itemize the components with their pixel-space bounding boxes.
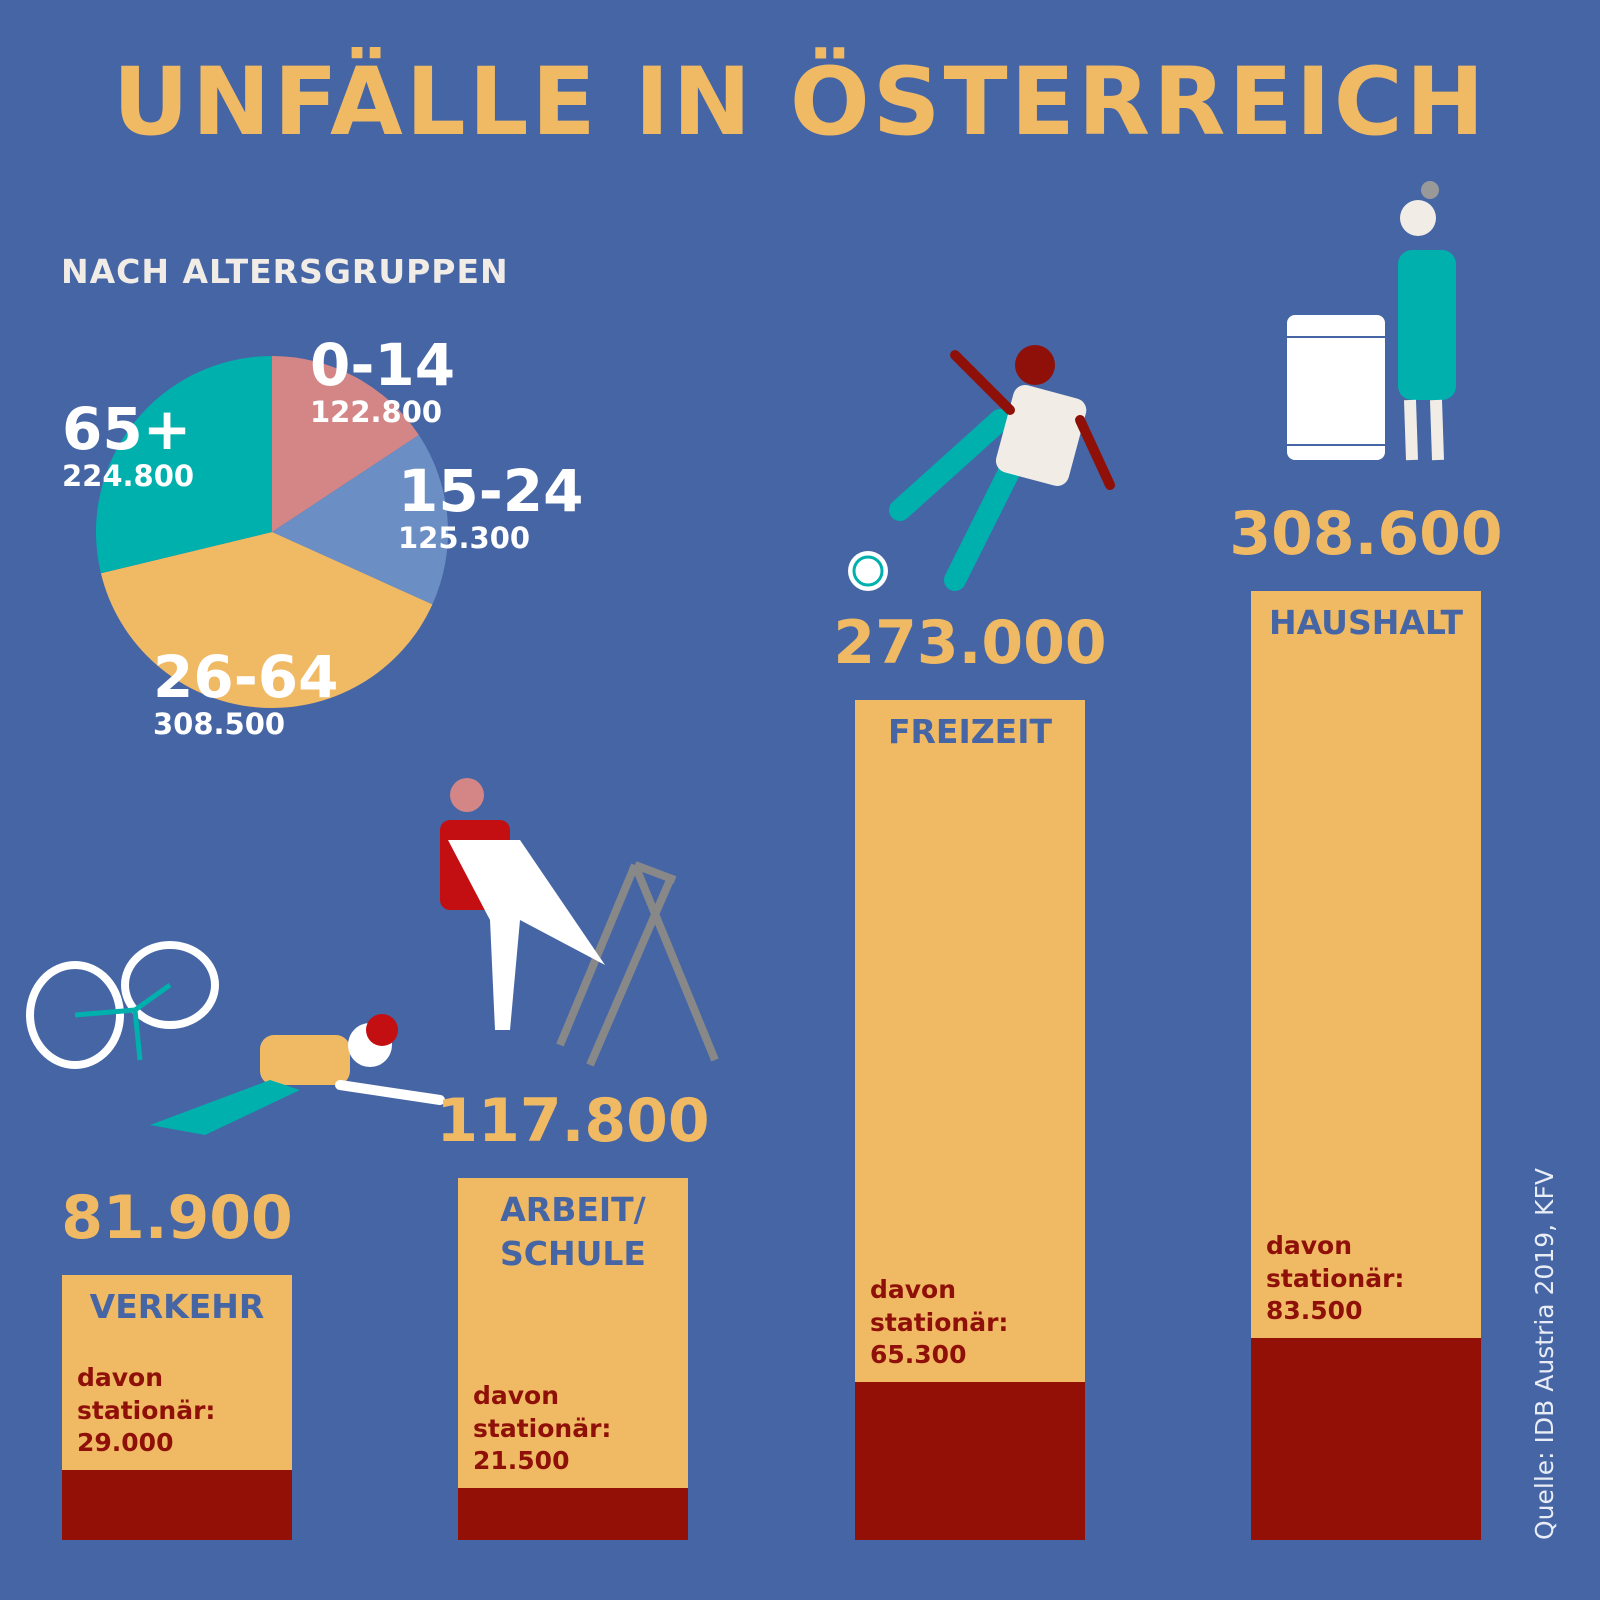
inpatient-note: davon stationär: 65.300 <box>870 1274 1085 1372</box>
slice-value: 125.300 <box>398 521 531 555</box>
inpatient-bar-segment <box>1251 1337 1481 1540</box>
inpatient-bar-segment <box>458 1487 688 1540</box>
bar-value-label: 308.600 <box>1229 499 1503 569</box>
bar-value-label: 273.000 <box>833 608 1107 679</box>
slice-label: 0-14 <box>310 331 456 399</box>
pie-slice-26-64 <box>100 532 433 708</box>
pie-slice-15-24 <box>272 435 448 605</box>
pie-label-26-64: 26-64 308.500 <box>153 648 339 739</box>
bar-category-label: VERKEHR <box>89 1287 265 1326</box>
inpatient-note: davon stationär: 83.500 <box>1266 1230 1481 1328</box>
inpatient-label: davon stationär: <box>1266 1231 1405 1293</box>
cyclist-illustration <box>150 1014 445 1135</box>
inpatient-bar-segment <box>62 1469 292 1540</box>
falling-person-illustration <box>889 345 1115 591</box>
stove-illustration <box>1287 181 1456 461</box>
pie-label-0-14: 0-14 122.800 <box>310 336 455 427</box>
painter-illustration <box>440 778 605 1030</box>
slice-label: 15-24 <box>398 457 584 525</box>
bar-value-label: 117.800 <box>436 1085 710 1156</box>
pie-label-15-24: 15-24 125.300 <box>398 462 584 553</box>
pie-title: NACH ALTERSGRUPPEN <box>61 252 509 291</box>
slice-label: 26-64 <box>153 643 339 711</box>
inpatient-value: 65.300 <box>870 1340 967 1370</box>
bar-0: VERKEHR davon stationär: 29.000 <box>62 1275 292 1540</box>
source-note: Quelle: IDB Austria 2019, KFV <box>1530 1168 1559 1540</box>
slice-label: 65+ <box>62 395 192 463</box>
inpatient-value: 21.500 <box>473 1446 570 1476</box>
inpatient-bar-segment <box>855 1381 1085 1540</box>
inpatient-label: davon stationär: <box>473 1381 612 1443</box>
slice-value: 224.800 <box>62 459 195 493</box>
pie-slice-0-14 <box>272 356 419 532</box>
soccer-ball-icon <box>848 551 888 591</box>
slice-value: 308.500 <box>153 707 286 741</box>
inpatient-label: davon stationär: <box>77 1363 216 1425</box>
inpatient-note: davon stationär: 29.000 <box>77 1362 292 1460</box>
pie-chart <box>95 356 448 708</box>
pie-slice-65+ <box>95 356 272 574</box>
slice-value: 122.800 <box>310 395 443 429</box>
inpatient-note: davon stationär: 21.500 <box>473 1380 688 1478</box>
inpatient-value: 83.500 <box>1266 1296 1363 1326</box>
ladder-illustration <box>556 861 719 1067</box>
inpatient-value: 29.000 <box>77 1428 174 1458</box>
bar-1: ARBEIT/ SCHULE davon stationär: 21.500 <box>458 1177 688 1540</box>
bar-3: HAUSHALT davon stationär: 83.500 <box>1251 591 1481 1540</box>
bar-2: FREIZEIT davon stationär: 65.300 <box>855 700 1085 1540</box>
bar-category-label: ARBEIT/ SCHULE <box>500 1189 646 1274</box>
bicycle-illustration <box>26 941 219 1069</box>
bar-category-label: FREIZEIT <box>887 712 1053 752</box>
bar-value-label: 81.900 <box>61 1183 293 1253</box>
bar-category-label: HAUSHALT <box>1269 603 1463 642</box>
page-title: UNFÄLLE IN ÖSTERREICH <box>112 48 1488 157</box>
inpatient-label: davon stationär: <box>870 1275 1009 1337</box>
pie-label-65-plus: 65+ 224.800 <box>62 400 194 491</box>
